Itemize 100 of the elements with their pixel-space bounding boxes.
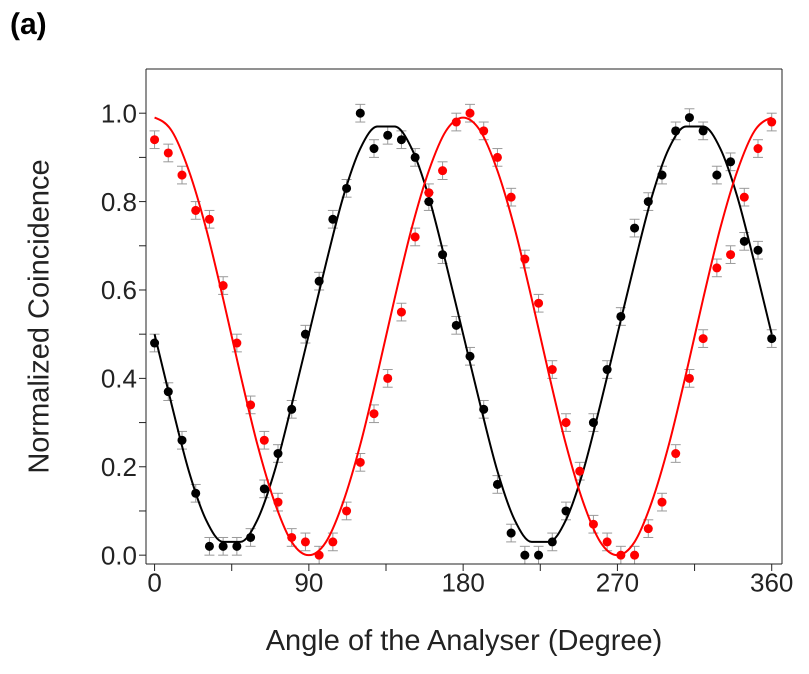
point: [588, 418, 598, 428]
point: [506, 528, 516, 538]
x-tick-label: 360: [750, 567, 794, 598]
point: [740, 236, 749, 246]
point: [164, 387, 173, 396]
y-axis-title: Normalized Coincidence: [23, 159, 56, 474]
point: [684, 374, 694, 383]
point: [452, 118, 461, 127]
point: [383, 130, 392, 140]
point: [534, 550, 544, 560]
point: [657, 498, 667, 507]
point: [630, 550, 640, 560]
point: [438, 250, 448, 260]
point: [644, 197, 653, 206]
point: [342, 184, 352, 193]
point: [548, 537, 557, 546]
point: [465, 108, 475, 118]
point: [657, 170, 667, 180]
point: [753, 246, 763, 255]
point: [314, 550, 324, 560]
point: [314, 276, 324, 286]
point: [671, 126, 680, 136]
point: [287, 532, 296, 542]
point: [383, 374, 392, 383]
point: [465, 352, 475, 361]
x-tick-label: 90: [294, 567, 324, 598]
point: [287, 404, 296, 414]
point: [671, 449, 680, 458]
point: [438, 166, 448, 176]
point: [767, 118, 776, 127]
point: [356, 458, 365, 467]
point: [492, 152, 502, 162]
point: [548, 365, 557, 374]
point: [191, 488, 200, 498]
point: [396, 135, 406, 144]
point: [506, 192, 516, 202]
point: [273, 449, 283, 458]
point: [410, 232, 420, 242]
point: [575, 466, 584, 476]
point: [177, 436, 187, 445]
point: [616, 312, 626, 322]
point: [300, 537, 310, 546]
point: [328, 537, 338, 546]
point: [712, 170, 722, 180]
point: [698, 334, 708, 344]
point: [164, 148, 173, 158]
point: [232, 338, 242, 348]
point: [356, 108, 365, 118]
point: [150, 135, 160, 144]
point: [246, 400, 256, 410]
point: [204, 542, 214, 551]
text: (a): [10, 8, 47, 42]
point: [424, 188, 434, 198]
y-tick-label: 0.0: [100, 540, 137, 570]
x-tick-label: 0: [147, 567, 162, 598]
point: [410, 152, 420, 162]
y-tick-label: 1.0: [100, 98, 137, 128]
point: [520, 550, 530, 560]
y-tick-label: 0.6: [100, 275, 137, 306]
point: [712, 263, 722, 272]
x-tick-label: 180: [441, 567, 485, 598]
point: [588, 520, 598, 529]
point: [520, 254, 530, 264]
point: [753, 144, 763, 154]
point: [726, 157, 736, 166]
point: [369, 409, 379, 418]
point: [246, 532, 256, 542]
point: [684, 113, 694, 122]
point: [218, 542, 228, 551]
y-tick-label: 0.4: [100, 364, 137, 394]
point: [616, 550, 626, 560]
point: [204, 214, 214, 224]
point: [424, 197, 434, 206]
point: [630, 224, 640, 233]
point: [534, 298, 544, 308]
point: [342, 506, 352, 516]
point: [260, 484, 269, 494]
point: [492, 480, 502, 489]
point: [232, 542, 242, 551]
point: [177, 170, 187, 180]
point: [396, 308, 406, 317]
y-tick-label: 0.8: [100, 186, 137, 217]
point: [767, 334, 776, 344]
point: [328, 214, 338, 224]
point: [150, 338, 160, 348]
point: [561, 418, 571, 428]
point: [218, 281, 228, 290]
point: [726, 250, 736, 260]
point: [479, 404, 488, 414]
point: [452, 320, 461, 330]
point: [273, 498, 283, 507]
point: [369, 144, 379, 154]
x-axis-title: Angle of the Analyser (Degree): [266, 625, 662, 657]
y-tick-label: 0.2: [100, 452, 137, 482]
point: [740, 192, 749, 202]
point: [561, 506, 571, 516]
point: [644, 524, 653, 534]
point: [479, 126, 488, 136]
point: [602, 537, 612, 546]
point: [300, 330, 310, 339]
